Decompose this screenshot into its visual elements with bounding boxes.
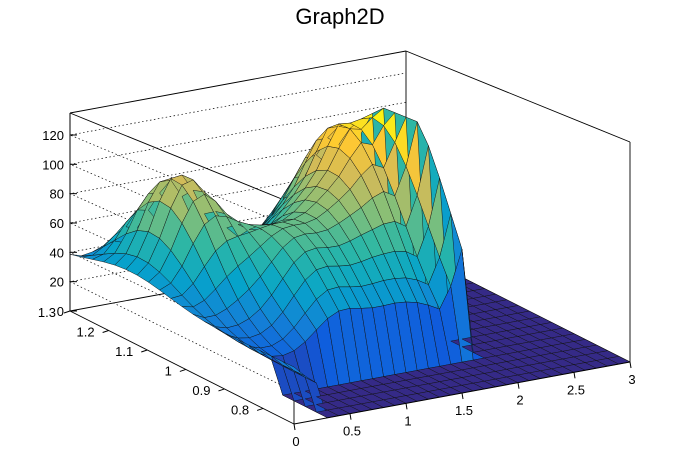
box-edge — [69, 50, 407, 114]
z-tick-label: 120 — [42, 128, 64, 143]
x-tick-label: 3 — [628, 372, 635, 387]
x-tick-label: 0 — [292, 434, 299, 449]
z-tick-label: 40 — [50, 245, 64, 260]
surface-mesh — [69, 107, 631, 419]
x-tick-mark — [349, 413, 352, 420]
x-tick-label: 0.5 — [343, 424, 361, 439]
z-tick-label: 60 — [50, 216, 64, 231]
y-tick-label: 1.1 — [115, 344, 133, 359]
y-tick-mark — [102, 330, 109, 333]
y-tick-mark — [179, 368, 187, 372]
axis-ticks: 00.511.522.530.80.911.11.21.3 02040608010… — [38, 128, 636, 449]
y-tick-mark — [141, 349, 148, 353]
z-tick-label: 100 — [42, 157, 64, 172]
z-tick-label: 0 — [57, 304, 64, 319]
x-tick-mark — [629, 361, 632, 369]
box-edge — [405, 50, 631, 143]
x-tick-mark — [517, 382, 520, 389]
x-tick-mark — [573, 372, 576, 379]
y-tick-label: 1 — [165, 363, 172, 378]
y-tick-label: 1.3 — [38, 305, 56, 320]
x-tick-label: 2.5 — [567, 382, 585, 397]
y-tick-mark — [218, 388, 225, 392]
y-tick-label: 0.8 — [231, 402, 249, 417]
chart-title: Graph2D — [295, 4, 384, 29]
y-tick-label: 0.9 — [192, 383, 210, 398]
z-gridline — [68, 72, 407, 229]
y-tick-mark — [63, 310, 71, 314]
z-tick-label: 20 — [50, 275, 64, 290]
x-tick-label: 1 — [404, 413, 411, 428]
y-tick-mark — [256, 407, 264, 411]
x-tick-label: 1.5 — [455, 403, 473, 418]
z-tick-label: 80 — [50, 187, 64, 202]
x-tick-mark — [293, 423, 296, 431]
box-edge — [69, 310, 295, 425]
x-tick-mark — [405, 403, 408, 410]
x-tick-label: 2 — [516, 393, 523, 408]
y-tick-label: 1.2 — [77, 324, 95, 339]
x-tick-mark — [461, 392, 464, 400]
